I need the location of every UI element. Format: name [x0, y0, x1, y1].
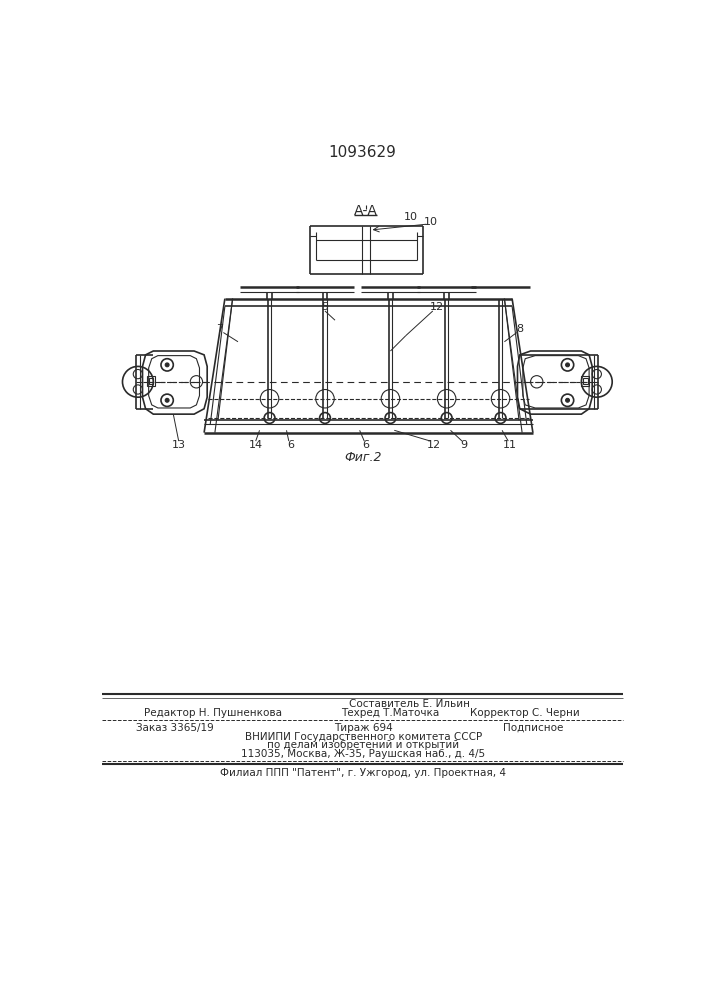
Text: 7: 7 [216, 324, 223, 334]
Circle shape [165, 363, 169, 367]
Text: 10: 10 [423, 217, 438, 227]
Text: Составитель Е. Ильин: Составитель Е. Ильин [349, 699, 470, 709]
Text: А-А: А-А [354, 204, 378, 218]
Text: Корректор С. Черни: Корректор С. Черни [470, 708, 580, 718]
Bar [148, 378, 153, 384]
Text: 10: 10 [404, 212, 419, 222]
Text: 14: 14 [249, 440, 263, 450]
Text: Техред Т.Маточка: Техред Т.Маточка [341, 708, 440, 718]
Text: 113035, Москва, Ж-35, Раушская наб., д. 4/5: 113035, Москва, Ж-35, Раушская наб., д. … [241, 749, 486, 759]
Circle shape [566, 398, 569, 402]
Text: по делам изобретений и открытий: по делам изобретений и открытий [267, 740, 460, 750]
Bar [583, 378, 588, 384]
Text: 8: 8 [516, 324, 523, 334]
Circle shape [165, 398, 169, 402]
Text: Тираж 694: Тираж 694 [334, 723, 393, 733]
Text: 11: 11 [503, 440, 517, 450]
Text: Подписное: Подписное [503, 723, 563, 733]
Bar [581, 376, 589, 386]
Circle shape [566, 363, 569, 367]
Text: Заказ 3365/19: Заказ 3365/19 [136, 723, 214, 733]
Text: 5: 5 [322, 302, 329, 312]
Text: 13: 13 [172, 440, 186, 450]
Bar [147, 376, 155, 386]
Text: 9: 9 [460, 440, 467, 450]
Text: 1093629: 1093629 [329, 145, 397, 160]
Text: Редактор Н. Пушненкова: Редактор Н. Пушненкова [144, 708, 282, 718]
Text: 6: 6 [362, 440, 369, 450]
Text: Филиал ППП "Патент", г. Ужгород, ул. Проектная, 4: Филиал ППП "Патент", г. Ужгород, ул. Про… [221, 768, 506, 778]
Text: 6: 6 [287, 440, 294, 450]
Text: Фиг.2: Фиг.2 [345, 451, 382, 464]
Text: 12: 12 [427, 440, 441, 450]
Text: ВНИИПИ Государственного комитета СССР: ВНИИПИ Государственного комитета СССР [245, 732, 482, 742]
Text: 12: 12 [430, 302, 444, 312]
